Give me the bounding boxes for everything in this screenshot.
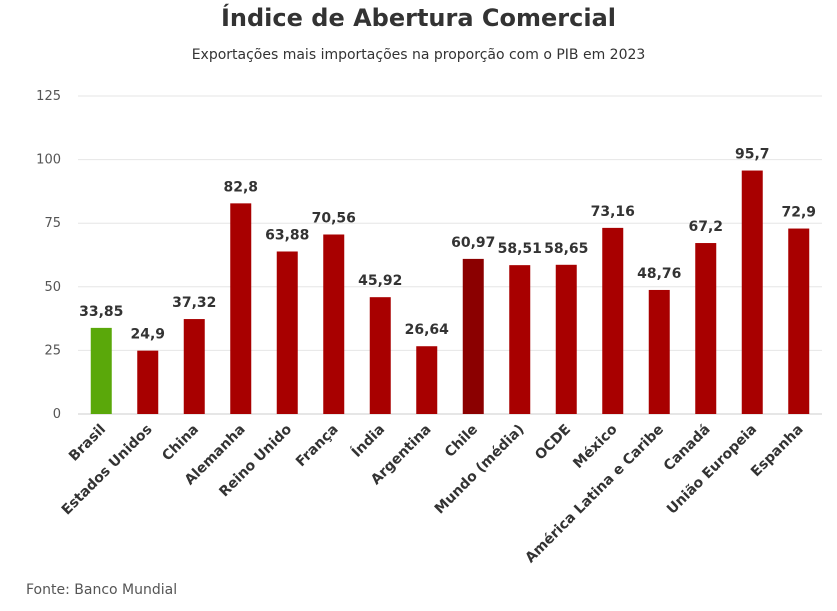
bar	[788, 228, 810, 414]
data-label: 58,51	[498, 241, 542, 257]
y-axis-ticks: 0 25 50 75 100 125	[36, 89, 61, 422]
y-tick-label: 50	[44, 280, 61, 295]
data-label: 72,9	[781, 205, 816, 221]
bar	[602, 227, 624, 414]
data-label: 67,2	[688, 219, 723, 235]
bar	[462, 258, 484, 414]
bar	[509, 265, 531, 414]
bar	[90, 327, 112, 414]
bar	[323, 234, 345, 414]
data-label: 24,9	[130, 327, 165, 343]
y-tick-label: 25	[44, 343, 61, 358]
data-label: 95,7	[735, 147, 770, 163]
category-label: Mundo (média)	[432, 422, 528, 518]
bar	[695, 243, 717, 414]
chart-title: Índice de Abertura Comercial	[220, 4, 616, 32]
bar	[276, 251, 298, 414]
data-label: 82,8	[223, 179, 258, 195]
category-label: Índia	[348, 421, 388, 461]
bar	[137, 350, 159, 414]
category-label: Estados Unidos	[59, 422, 156, 519]
category-label: OCDE	[532, 422, 574, 464]
category-label: França	[293, 422, 342, 471]
category-label: Brasil	[66, 422, 109, 465]
chart-subtitle: Exportações mais importações na proporçã…	[191, 47, 646, 63]
data-label: 33,85	[79, 304, 123, 320]
category-label: Chile	[442, 422, 481, 461]
y-tick-label: 75	[44, 216, 61, 231]
bar	[369, 297, 391, 414]
data-label: 63,88	[265, 227, 309, 243]
data-label: 37,32	[172, 295, 216, 311]
bar	[230, 203, 252, 414]
bar	[555, 264, 577, 414]
source-note: Fonte: Banco Mundial	[26, 582, 178, 598]
bar	[416, 346, 438, 414]
data-label: 73,16	[591, 204, 635, 220]
bar	[648, 289, 670, 414]
data-label: 26,64	[405, 322, 450, 338]
data-label: 60,97	[451, 235, 495, 251]
data-label: 70,56	[312, 210, 356, 226]
bar	[741, 170, 763, 414]
y-tick-label: 0	[53, 407, 61, 422]
bars	[90, 170, 810, 414]
data-label: 48,76	[637, 266, 681, 282]
bar-chart: 0 25 50 75 100 125 33,85 24,9 37,32 82,8 63,8870,…	[36, 89, 822, 566]
bar	[183, 319, 205, 414]
category-label: China	[159, 422, 202, 465]
data-label: 58,65	[544, 241, 588, 257]
category-label: União Europeia	[664, 422, 760, 518]
y-tick-label: 125	[36, 89, 61, 104]
data-label: 45,92	[358, 273, 402, 289]
y-tick-label: 100	[36, 153, 61, 168]
